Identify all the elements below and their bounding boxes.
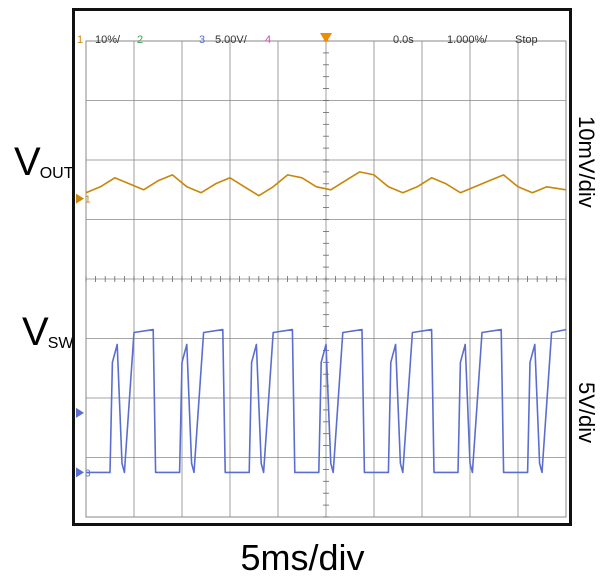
vout-label-sub: OUT xyxy=(39,165,74,182)
ch1-marker-text: 1 xyxy=(85,195,91,206)
oscilloscope-svg: 13 xyxy=(76,33,567,518)
header-ch4-number: 4 xyxy=(265,34,272,46)
vsw-scale-label: 5V/div xyxy=(574,382,599,444)
vout-scale-label: 10mV/div xyxy=(574,116,599,208)
header-ch3-scale: 5.00V/ xyxy=(215,34,247,46)
vout-label: VOUT xyxy=(14,142,73,182)
trace-vout xyxy=(85,171,567,197)
trace-vsw xyxy=(86,328,567,474)
vsw-label-sub: SW xyxy=(47,335,74,352)
trigger-marker xyxy=(320,33,332,43)
header-time-scale: 1.000%/ xyxy=(447,34,488,46)
header-ch2-number: 2 xyxy=(137,34,144,46)
header-ch1-number: 1 xyxy=(77,34,84,46)
ch3-marker-text: 3 xyxy=(85,468,91,479)
vsw-label: VSW xyxy=(22,312,73,352)
ch3-level-marker-icon xyxy=(76,407,84,418)
ch3-ground-marker-icon xyxy=(76,467,84,478)
time-scale-label: 5ms/div xyxy=(240,537,365,578)
header-ch3-number: 3 xyxy=(199,34,206,46)
header-ch1-scale: 10%/ xyxy=(95,34,121,46)
traces xyxy=(85,171,567,474)
header-time-position: 0.0s xyxy=(393,34,414,46)
vsw-label-main: V xyxy=(22,310,49,354)
ch1-ground-marker-icon xyxy=(76,193,84,204)
vout-label-main: V xyxy=(14,140,41,184)
header-run-state: Stop xyxy=(515,34,538,46)
grid xyxy=(85,40,567,518)
channel-markers: 13 xyxy=(76,193,91,479)
trigger-position-icon xyxy=(320,33,332,43)
